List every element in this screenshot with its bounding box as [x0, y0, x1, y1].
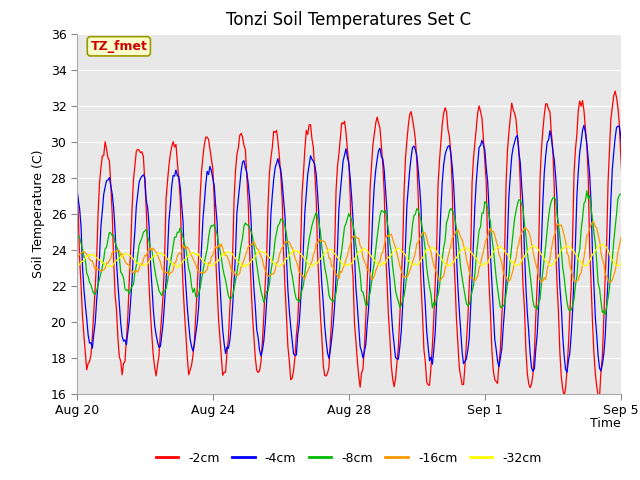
- Text: Time: Time: [590, 417, 621, 430]
- Text: TZ_fmet: TZ_fmet: [90, 40, 147, 53]
- Y-axis label: Soil Temperature (C): Soil Temperature (C): [32, 149, 45, 278]
- Title: Tonzi Soil Temperatures Set C: Tonzi Soil Temperatures Set C: [226, 11, 472, 29]
- Legend: -2cm, -4cm, -8cm, -16cm, -32cm: -2cm, -4cm, -8cm, -16cm, -32cm: [151, 447, 547, 469]
